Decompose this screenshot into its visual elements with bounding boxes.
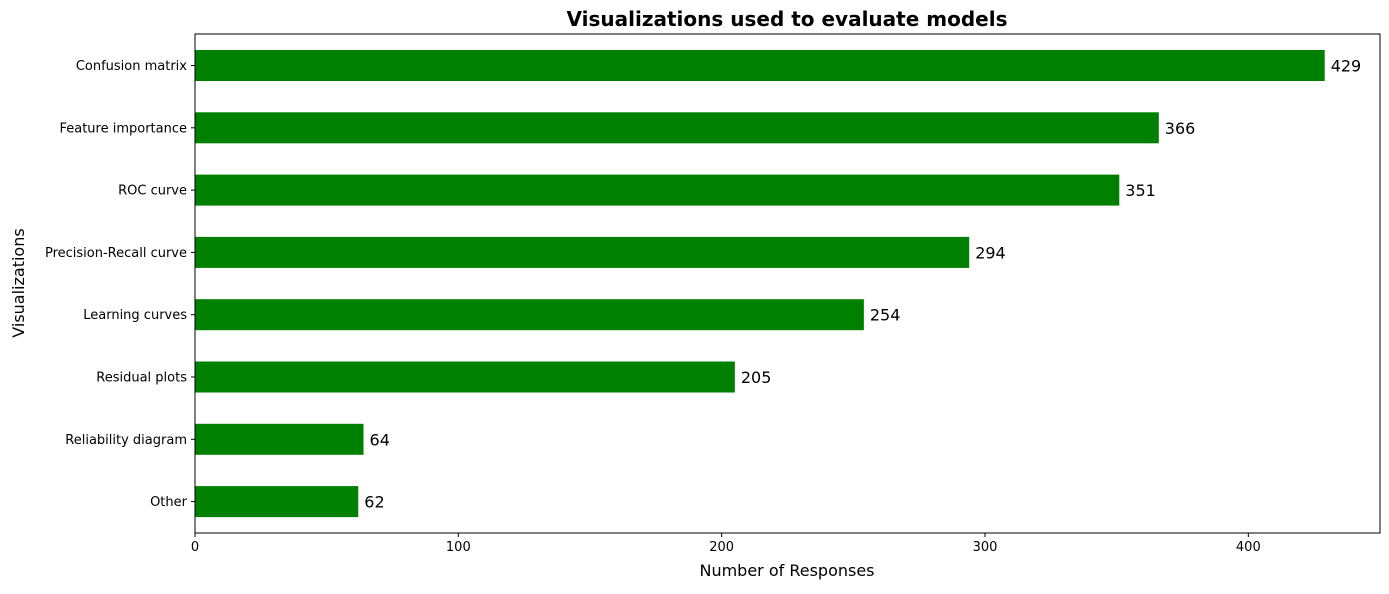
value-label: 62 [364,493,384,512]
bar-precision-recall-curve [195,236,970,268]
y-tick-label: Precision-Recall curve [45,246,187,261]
y-tick-label: Residual plots [96,371,187,386]
y-tick-label: Learning curves [83,308,187,323]
y-axis-label: Visualizations [9,228,28,337]
x-axis-label: Number of Responses [699,561,874,580]
bar-confusion-matrix [195,50,1325,81]
bar-roc-curve [195,174,1120,206]
bar-other [195,486,359,518]
value-label: 366 [1165,119,1196,138]
bar-reliability-diagram [195,423,364,455]
x-tick-label: 100 [446,540,471,555]
bars-layer [195,50,1325,518]
x-tick-label: 300 [973,540,998,555]
bar-residual-plots [195,361,735,393]
value-label: 351 [1125,181,1156,200]
x-tick-label: 200 [709,540,734,555]
y-tick-label: ROC curve [118,184,187,199]
value-label: 205 [741,368,772,387]
plot-frame [194,33,1381,534]
y-tick-label: Other [150,495,188,510]
x-tick-label: 400 [1236,540,1261,555]
y-tick-label: Feature importance [59,121,187,136]
y-tick-label: Confusion matrix [76,59,187,74]
value-label: 64 [370,430,390,449]
ticks-layer: Confusion matrix Feature importance ROC cu… [45,59,1261,555]
chart-title: Visualizations used to evaluate models [567,7,1008,31]
x-tick-label: 0 [191,540,199,555]
bar-feature-importance [195,112,1159,144]
y-tick-label: Reliability diagram [65,433,187,448]
bar-learning-curves [195,299,864,331]
value-label: 294 [975,243,1006,262]
value-label: 429 [1331,57,1362,76]
value-label: 254 [870,306,901,325]
value-labels-layer: 429 366 351 294 254 205 64 62 [364,57,1361,512]
